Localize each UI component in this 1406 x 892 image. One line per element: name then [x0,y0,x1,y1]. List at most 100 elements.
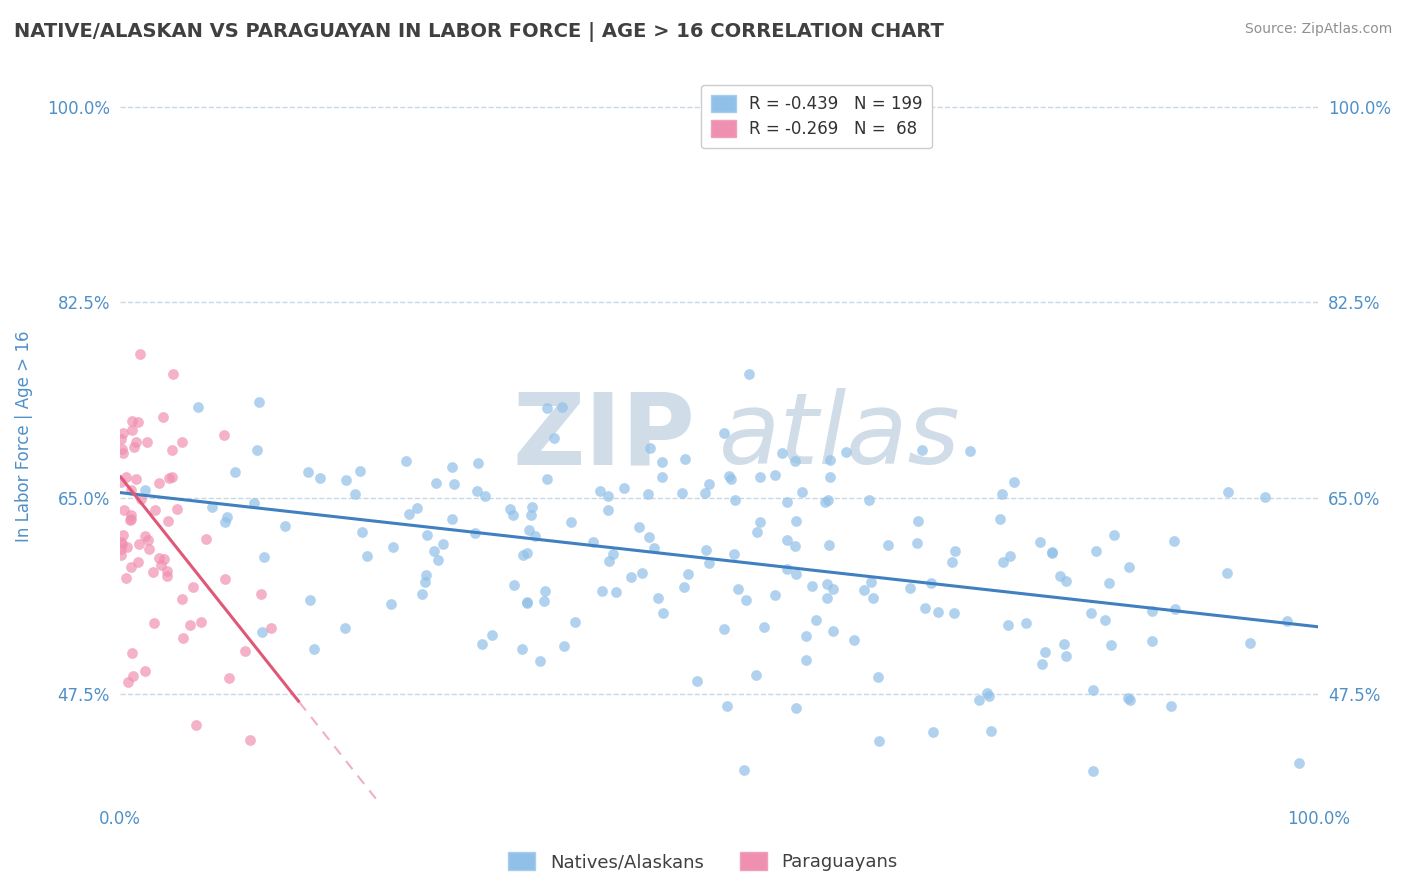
Point [794,629,817,643]
Point [1164,601,1187,615]
Point [179,618,201,632]
Point [1160,698,1182,713]
Y-axis label: In Labor Force | Age > 16: In Labor Force | Age > 16 [15,331,32,542]
Point [110,541,132,556]
Point [471,637,494,651]
Point [214,515,236,529]
Point [425,475,447,490]
Point [693,486,716,500]
Point [523,529,546,543]
Point [647,591,669,606]
Point [118,513,141,527]
Point [502,508,524,522]
Point [201,500,224,515]
Point [638,441,661,455]
Point [1042,545,1064,559]
Point [335,474,357,488]
Point [520,508,543,522]
Point [350,524,373,539]
Point [157,515,180,529]
Point [914,600,936,615]
Point [591,584,613,599]
Point [815,591,838,605]
Point [638,530,661,544]
Point [794,652,817,666]
Point [134,528,156,542]
Point [138,542,160,557]
Point [111,537,134,551]
Point [652,606,675,620]
Point [941,555,963,569]
Point [112,503,135,517]
Point [1040,546,1063,560]
Point [464,525,486,540]
Point [274,518,297,533]
Point [713,425,735,440]
Point [120,560,142,574]
Point [529,654,551,668]
Point [643,541,665,555]
Point [1085,544,1108,558]
Point [676,567,699,582]
Point [1216,566,1239,580]
Point [250,587,273,601]
Point [804,613,827,627]
Point [411,587,433,601]
Point [125,435,148,450]
Point [512,548,534,562]
Point [905,535,928,549]
Point [785,701,807,715]
Point [121,423,143,437]
Point [127,415,149,429]
Point [247,394,270,409]
Point [589,484,612,499]
Point [333,621,356,635]
Point [115,470,138,484]
Point [1094,613,1116,627]
Point [745,667,768,681]
Point [993,555,1015,569]
Point [598,554,620,568]
Point [148,475,170,490]
Point [596,502,619,516]
Point [111,446,134,460]
Point [534,583,557,598]
Point [536,472,558,486]
Point [115,540,138,554]
Text: ZIP: ZIP [512,388,695,485]
Point [1000,549,1022,563]
Point [752,620,775,634]
Point [598,489,620,503]
Point [136,533,159,547]
Point [866,670,889,684]
Point [111,527,134,541]
Point [131,491,153,506]
Point [697,476,720,491]
Point [159,471,181,485]
Point [441,512,464,526]
Point [713,622,735,636]
Point [543,431,565,445]
Point [1054,649,1077,664]
Point [536,401,558,416]
Point [776,495,799,509]
Point [142,616,165,631]
Point [800,579,823,593]
Point [1033,645,1056,659]
Point [976,686,998,700]
Point [991,487,1014,501]
Point [510,642,533,657]
Text: Source: ZipAtlas.com: Source: ZipAtlas.com [1244,22,1392,37]
Point [136,434,159,449]
Point [533,594,555,608]
Point [233,643,256,657]
Point [1014,616,1036,631]
Point [858,492,880,507]
Point [724,493,747,508]
Point [304,642,326,657]
Point [413,574,436,589]
Point [499,502,522,516]
Point [253,550,276,565]
Point [117,674,139,689]
Point [110,534,132,549]
